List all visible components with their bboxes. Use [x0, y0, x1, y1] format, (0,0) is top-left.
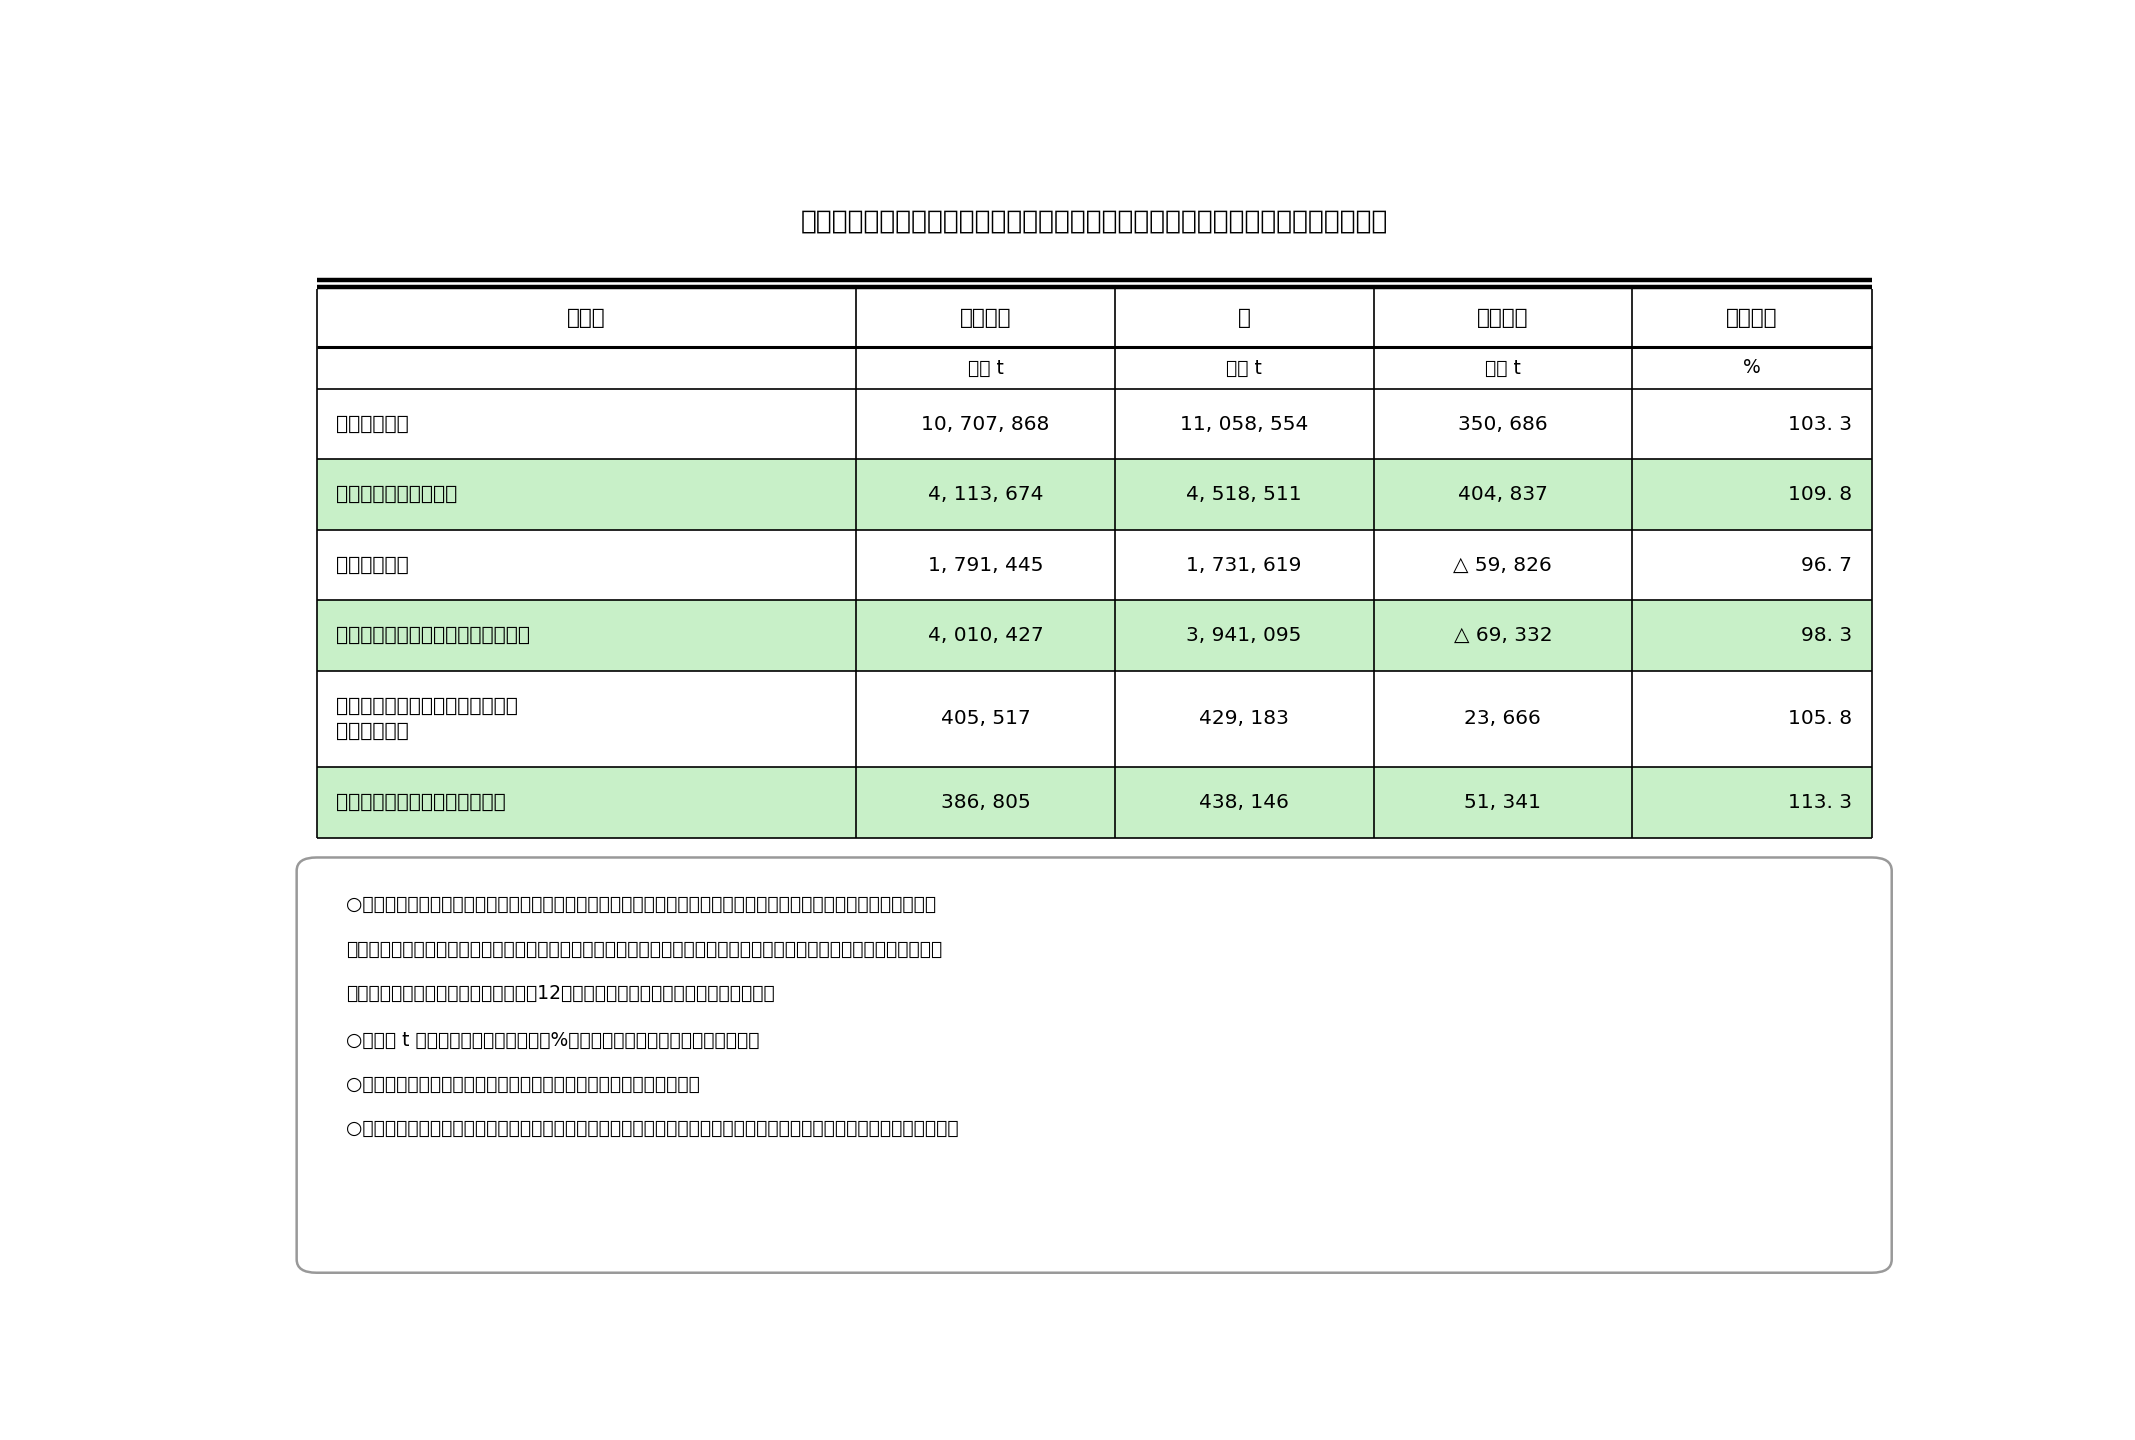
Text: 輸入チップ・輸入丸太を用いて
　国内で製造: 輸入チップ・輸入丸太を用いて 国内で製造 [337, 697, 519, 742]
Text: 対前年差: 対前年差 [1477, 308, 1529, 328]
Text: 105. 8: 105. 8 [1787, 710, 1851, 729]
Text: ４: ４ [1238, 308, 1251, 328]
Text: 1, 791, 445: 1, 791, 445 [929, 556, 1044, 575]
Text: 109. 8: 109. 8 [1787, 485, 1851, 504]
Text: ○　絶乾 t とは、絶乾比重（含水率０%）に基づき算出された実重量を指す。: ○ 絶乾 t とは、絶乾比重（含水率０%）に基づき算出された実重量を指す。 [346, 1031, 760, 1050]
Text: 4, 113, 674: 4, 113, 674 [929, 485, 1044, 504]
Text: △ 69, 332: △ 69, 332 [1454, 626, 1552, 645]
Text: 96. 7: 96. 7 [1802, 556, 1851, 575]
Bar [316, 600, 1872, 671]
Text: 11, 058, 554: 11, 058, 554 [1181, 415, 1309, 433]
Text: ○　集計は、回答が得られた事業所の調査結果の単純積上げとした。: ○ 集計は、回答が得られた事業所の調査結果の単純積上げとした。 [346, 1074, 700, 1094]
Text: 対前年比: 対前年比 [1727, 308, 1778, 328]
Text: 113. 3: 113. 3 [1787, 793, 1851, 812]
Text: 絶乾 t: 絶乾 t [1225, 359, 1262, 377]
FancyBboxPatch shape [297, 857, 1892, 1273]
Text: 4, 010, 427: 4, 010, 427 [927, 626, 1044, 645]
Text: 絶乾 t: 絶乾 t [1486, 359, 1520, 377]
Text: 絶乾 t: 絶乾 t [967, 359, 1003, 377]
Text: 4, 518, 511: 4, 518, 511 [1187, 485, 1302, 504]
Text: 51, 341: 51, 341 [1465, 793, 1541, 812]
Text: 1, 731, 619: 1, 731, 619 [1187, 556, 1302, 575]
Text: 上記以外の木材（剪定枝等）: 上記以外の木材（剪定枝等） [337, 793, 506, 812]
Text: 438, 146: 438, 146 [1200, 793, 1290, 812]
Text: 405, 517: 405, 517 [942, 710, 1031, 729]
Text: よって発生するエネルギーをいう。この資料は、このうちの木材チップの利用量等を取りまとめたものであり、木: よって発生するエネルギーをいう。この資料は、このうちの木材チップの利用量等を取り… [346, 939, 942, 959]
Text: ○　統計数値については、表示単位未満を四捨五入しているため、合計値と内訳が一致しない場合がある（以下同じ）。: ○ 統計数値については、表示単位未満を四捨五入しているため、合計値と内訳が一致し… [346, 1119, 959, 1138]
Bar [316, 768, 1872, 838]
Text: 10, 707, 868: 10, 707, 868 [922, 415, 1050, 433]
Text: 3, 941, 095: 3, 941, 095 [1187, 626, 1302, 645]
Text: 98. 3: 98. 3 [1802, 626, 1851, 645]
Text: ○　木質バイオマスエネルギーとは、木材チップ、木質ペレット、薪、木粉（おが粉）等の木質バイオマスの燃焼に: ○ 木質バイオマスエネルギーとは、木材チップ、木質ペレット、薪、木粉（おが粉）等… [346, 896, 937, 914]
Text: 令和３年: 令和３年 [961, 308, 1012, 328]
Text: 429, 183: 429, 183 [1200, 710, 1290, 729]
Text: 386, 805: 386, 805 [942, 793, 1031, 812]
Text: 404, 837: 404, 837 [1458, 485, 1548, 504]
Text: 材チップ以外の利用量は令和５年12月にホームページで公表を予定している。: 材チップ以外の利用量は令和５年12月にホームページで公表を予定している。 [346, 984, 775, 1002]
Text: 木材チップ計: 木材チップ計 [337, 415, 410, 433]
Text: 間伐材・林地残材等: 間伐材・林地残材等 [337, 485, 457, 504]
Text: 表　木質バイオマスエネルギーとして利用した木材チップの由来別利用量（全国）: 表 木質バイオマスエネルギーとして利用した木材チップの由来別利用量（全国） [801, 209, 1388, 235]
Text: 350, 686: 350, 686 [1458, 415, 1548, 433]
Text: 建設資材廃棄物（解体材、廃材）: 建設資材廃棄物（解体材、廃材） [337, 626, 529, 645]
Text: 製材等残材: 製材等残材 [337, 556, 410, 575]
Text: %: % [1742, 359, 1761, 377]
Text: 103. 3: 103. 3 [1787, 415, 1851, 433]
Text: 23, 666: 23, 666 [1465, 710, 1541, 729]
Text: 区　分: 区 分 [568, 308, 606, 328]
Text: △ 59, 826: △ 59, 826 [1454, 556, 1552, 575]
Bar [316, 459, 1872, 530]
